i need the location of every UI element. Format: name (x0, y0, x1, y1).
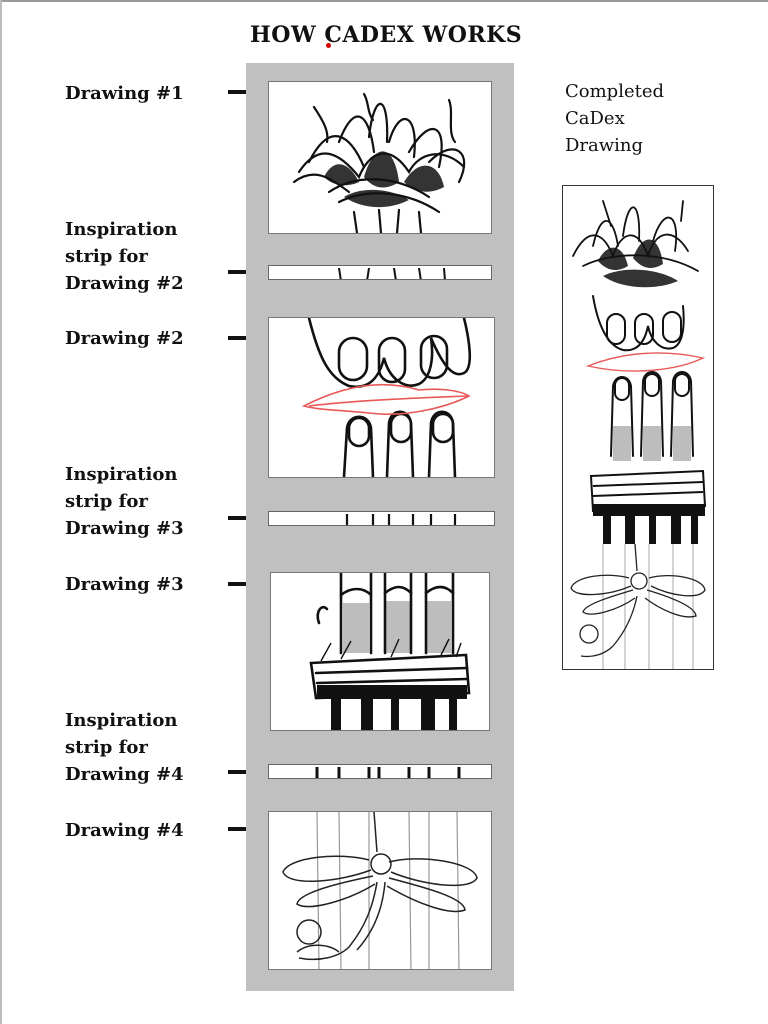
inspiration-strip-3 (268, 511, 495, 526)
fingers-base-sketch (309, 573, 471, 730)
left-border (0, 0, 2, 1024)
drawing-3-panel (270, 572, 490, 731)
label-strip-2: Inspiration strip for Drawing #2 (65, 219, 184, 294)
flower-bouquet-sketch (292, 92, 466, 233)
completed-drawing-panel (562, 185, 714, 670)
drawing-1-panel (268, 81, 492, 234)
strip-3-sketch (345, 514, 457, 525)
completed-label: Completed CaDex Drawing (565, 81, 665, 156)
label-drawing-3: Drawing #3 (65, 574, 184, 595)
page-title: HOW C ADEX WORKS (250, 22, 523, 48)
hands-lips-sketch (301, 318, 472, 477)
inspiration-strip-4 (268, 764, 492, 779)
label-drawing-2: Drawing #2 (65, 328, 184, 349)
label-drawing-4: Drawing #4 (65, 820, 184, 841)
completed-drawing-sketch (570, 200, 707, 669)
top-border (0, 0, 768, 2)
title-red-dot (326, 43, 332, 48)
label-drawing-1: Drawing #1 (65, 83, 184, 104)
inspiration-strip-2 (268, 265, 492, 280)
drawing-2-panel (268, 317, 495, 478)
strip-2-sketch (338, 267, 446, 279)
label-strip-4: Inspiration strip for Drawing #4 (65, 710, 184, 785)
dragonfly-sketch (282, 812, 478, 969)
strip-4-sketch (315, 767, 461, 778)
label-strip-3: Inspiration strip for Drawing #3 (65, 464, 184, 539)
drawing-4-panel (268, 811, 492, 970)
